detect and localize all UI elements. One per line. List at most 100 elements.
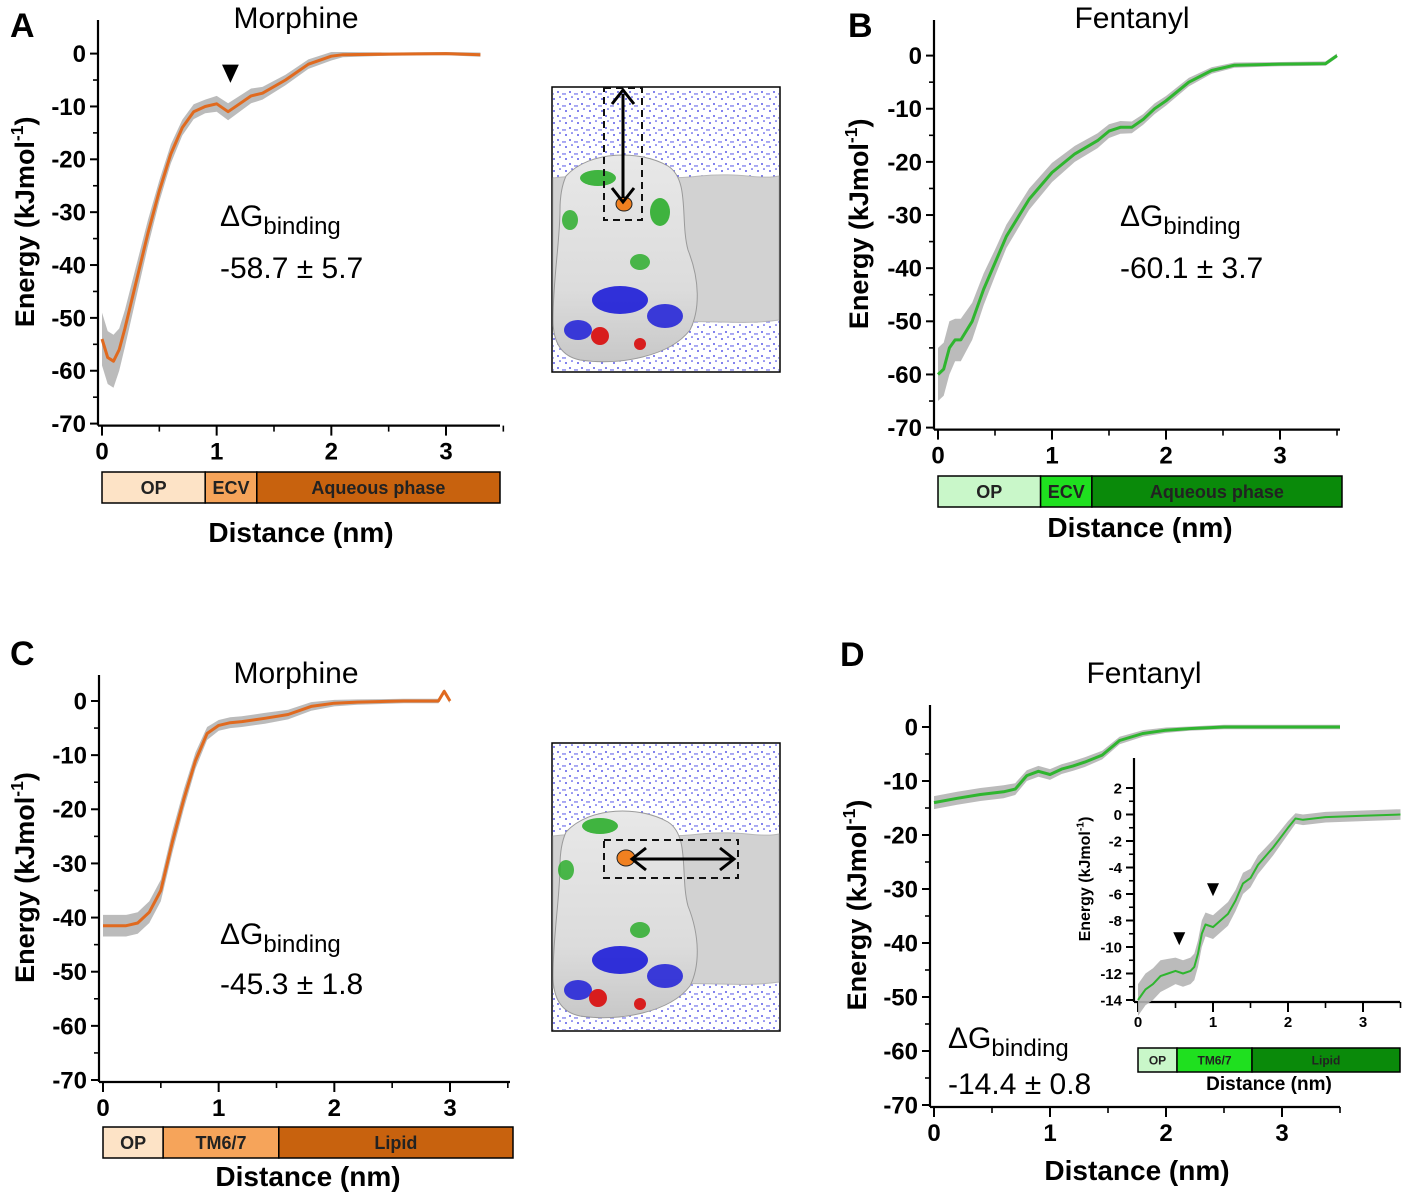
energy-curve: [103, 689, 452, 928]
y-axis-label-close: ): [10, 772, 40, 781]
x-tick-label: 3: [1275, 1120, 1288, 1147]
chart-fentanyl-lipid-inset: 2 0 -2 -4 -6 -8 -10 -12 -14 0 1 2 3 Energy (kJmol-1) D…: [1076, 758, 1402, 1095]
region-segment: [256, 471, 501, 504]
y-tick-label: -60: [51, 358, 86, 385]
delta-g-value: -60.1 ± 3.7: [1120, 252, 1263, 285]
region-segment: [278, 1126, 514, 1159]
delta-g-symbol: ΔG: [220, 200, 263, 233]
region-label: Aqueous phase: [311, 478, 445, 498]
molecular-snapshot-lateral-path: [551, 742, 781, 1032]
y-tick-label: -50: [51, 305, 86, 332]
y-axis-label-main: Energy (kJmol: [842, 824, 872, 1010]
energy-curve: [100, 52, 481, 363]
y-tick-label: -50: [883, 984, 918, 1011]
x-tick-label: 0: [95, 439, 108, 466]
y-tick-label: -70: [52, 1067, 87, 1094]
y-tick-label: -20: [883, 822, 918, 849]
x-axis-label: Distance (nm): [215, 1161, 400, 1192]
region-segment: [162, 1126, 280, 1159]
delta-g-symbol: ΔG: [220, 918, 263, 951]
y-tick-label: 0: [909, 43, 922, 70]
x-tick-label: 2: [325, 439, 338, 466]
x-axis-label: Distance (nm): [208, 517, 393, 548]
y-tick-label: -2: [1109, 833, 1122, 850]
x-axis-label: Distance (nm): [1206, 1074, 1332, 1095]
x-tick-label: 2: [1159, 443, 1172, 470]
region-label: OP: [141, 478, 167, 498]
y-tick-label: -10: [52, 743, 87, 770]
delta-g-annotation-b: ΔGbinding -60.1 ± 3.7: [1120, 200, 1263, 285]
delta-g-annotation-a: ΔGbinding -58.7 ± 5.7: [220, 200, 363, 285]
chart-title-d: Fentanyl: [1086, 657, 1201, 690]
region-label: Lipid: [1312, 1053, 1341, 1067]
y-axis-label: Energy (kJmol-1): [839, 800, 872, 1011]
svg-text:ΔGbinding: ΔGbinding: [1120, 200, 1241, 240]
y-tick-label: -30: [883, 876, 918, 903]
y-tick-label: 0: [73, 41, 86, 68]
region-segment: [101, 471, 206, 504]
y-tick-label: -30: [52, 851, 87, 878]
y-axis-label-close: ): [842, 800, 872, 809]
minimum-marker: [1207, 883, 1219, 897]
x-tick-label: 1: [210, 439, 223, 466]
y-tick-label: -40: [52, 905, 87, 932]
region-label: OP: [1149, 1053, 1166, 1067]
x-tick-label: 0: [927, 1120, 940, 1147]
y-tick-label: -70: [883, 1092, 918, 1119]
y-axis-label: Energy (kJmol-1): [7, 772, 40, 983]
x-axis-label: Distance (nm): [1047, 512, 1232, 543]
y-tick-label: -70: [887, 415, 922, 442]
chart-title-a: Morphine: [233, 2, 358, 35]
delta-g-subscript: binding: [263, 213, 340, 240]
svg-text:ΔGbinding: ΔGbinding: [220, 918, 341, 958]
x-tick-label: 1: [1043, 1120, 1056, 1147]
panel-label-d: D: [840, 636, 865, 674]
x-tick-label: 0: [931, 443, 944, 470]
y-tick-label: -8: [1109, 913, 1122, 930]
y-tick-label: -6: [1109, 886, 1122, 903]
x-tick-label: 0: [96, 1095, 109, 1122]
delta-g-value: -45.3 ± 1.8: [220, 968, 363, 1001]
region-label: ECV: [1048, 482, 1085, 502]
y-axis-label: Energy (kJmol-1): [841, 118, 874, 329]
region-label: ECV: [212, 478, 249, 498]
delta-g-symbol: ΔG: [1120, 200, 1163, 233]
error-band: [1138, 809, 1401, 1016]
region-segment: [1091, 475, 1343, 508]
region-segment: [937, 475, 1042, 508]
region-label: TM6/7: [1197, 1053, 1231, 1067]
y-axis-label-superscript: -1: [841, 127, 861, 143]
y-tick-label: -14: [1100, 992, 1122, 1009]
region-label: OP: [120, 1133, 146, 1153]
delta-g-subscript: binding: [1163, 213, 1240, 240]
y-axis-label-close: ): [10, 116, 40, 125]
x-tick-label: 3: [443, 1095, 456, 1122]
y-tick-label: 0: [1114, 807, 1122, 824]
energy-curve: [933, 725, 1340, 805]
y-tick-label: 2: [1114, 780, 1122, 797]
delta-g-value: -14.4 ± 0.8: [948, 1068, 1091, 1101]
region-segment: [1176, 1047, 1253, 1073]
x-tick-label: 3: [1273, 443, 1286, 470]
delta-g-symbol: ΔG: [948, 1022, 991, 1055]
y-tick-label: -40: [887, 256, 922, 283]
y-tick-label: -60: [887, 362, 922, 389]
panel-label-a: A: [10, 7, 35, 45]
y-tick-label: -70: [51, 411, 86, 438]
panel-label-c: C: [10, 635, 35, 673]
x-tick-label: 3: [1359, 1014, 1367, 1031]
x-tick-label: 1: [1209, 1014, 1217, 1031]
y-tick-label: -10: [1100, 939, 1122, 956]
region-segment: [204, 471, 258, 504]
y-tick-label: -20: [887, 149, 922, 176]
x-tick-label: 2: [1159, 1120, 1172, 1147]
y-tick-label: -12: [1100, 966, 1122, 983]
y-tick-label: -4: [1109, 860, 1123, 877]
y-axis-label-superscript: -1: [839, 808, 859, 824]
y-tick-label: -20: [52, 797, 87, 824]
y-tick-label: -30: [887, 202, 922, 229]
y-tick-label: -50: [887, 309, 922, 336]
y-tick-label: -10: [883, 768, 918, 795]
